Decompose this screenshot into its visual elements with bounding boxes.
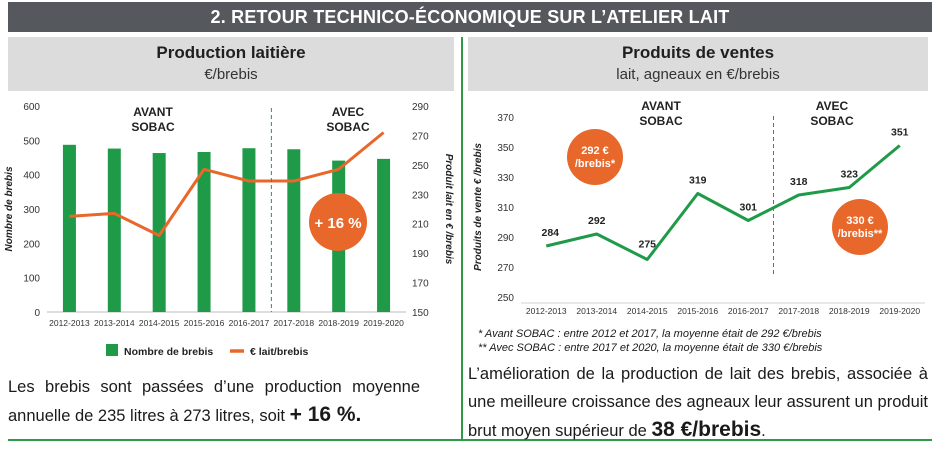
right-summary-highlight: 38 €/brebis (651, 418, 762, 441)
chart2-badge-before (567, 129, 623, 185)
page-banner: 2. RETOUR TECHNICO-ÉCONOMIQUE SUR L’ATEL… (8, 2, 932, 32)
chart2-badge-after-text: /brebis** (838, 228, 883, 240)
chart1-bar (242, 148, 256, 312)
chart2-y-tick: 350 (497, 143, 514, 154)
chart2-data-label: 292 (588, 215, 606, 227)
chart1-badge (309, 193, 367, 251)
chart2-x-tick: 2016-2017 (728, 306, 769, 316)
chart2-x-tick: 2014-2015 (627, 306, 668, 316)
chart1-y2-tick: 190 (412, 249, 429, 260)
chart1-label-avec: SOBAC (326, 120, 370, 134)
chart1-y2-tick: 150 (412, 308, 429, 319)
chart1-badge-text: + 16 % (314, 215, 361, 232)
chart1-x-tick: 2018-2019 (318, 318, 359, 328)
chart1-line (69, 131, 385, 237)
chart1-y2-tick: 290 (412, 102, 429, 113)
chart1-x-tick: 2014-2015 (139, 318, 180, 328)
chart1-y-tick: 400 (23, 171, 40, 182)
chart2-y-tick: 310 (497, 203, 514, 214)
chart1-x-tick: 2012-2013 (49, 318, 90, 328)
chart2-y-tick: 330 (497, 173, 514, 184)
chart2-badge-before-text: /brebis* (575, 158, 616, 170)
chart1-bar (152, 153, 166, 312)
chart2-x-tick: 2015-2016 (677, 306, 718, 316)
right-panel-subtitle: lait, agneaux en €/brebis (616, 66, 780, 83)
right-summary-end: . (761, 422, 766, 440)
chart2-label-avant: SOBAC (639, 114, 683, 128)
chart2-y-tick: 290 (497, 233, 514, 244)
chart1-label-avant: AVANT (133, 105, 173, 119)
right-summary: L’amélioration de la production de lait … (468, 360, 928, 445)
chart1-y-tick: 300 (23, 205, 40, 216)
chart2-x-tick: 2017-2018 (778, 306, 819, 316)
chart1-bar (287, 149, 301, 312)
left-panel-title: Production laitière (156, 43, 306, 62)
left-panel-header: Production laitière €/brebis (8, 37, 454, 91)
chart1-label-avec: AVEC (332, 105, 365, 119)
right-panel-title: Produits de ventes (621, 43, 775, 62)
chart1-y-label: Nombre de brebis (4, 166, 15, 251)
chart1-bar (197, 152, 211, 312)
chart1-x-tick: 2013-2014 (94, 318, 135, 328)
chart1-y2-tick: 170 (412, 279, 429, 290)
chart2-y-tick: 270 (497, 263, 514, 274)
right-panel-header: Produits de ventes lait, agneaux en €/br… (468, 37, 928, 91)
chart1-y2-tick: 270 (412, 131, 429, 142)
left-summary-highlight: + 16 %. (289, 403, 362, 426)
panel-divider (461, 37, 463, 439)
chart2-data-label: 284 (541, 227, 559, 239)
chart2-y-tick: 250 (497, 293, 514, 304)
chart2-data-label: 318 (790, 176, 808, 188)
chart1-bar (62, 144, 76, 312)
chart2-y-label: Produits de vente € /brebis (473, 143, 484, 271)
chart2-x-tick: 2013-2014 (576, 306, 617, 316)
chart1-legend-line: € lait/brebis (250, 346, 309, 358)
chart2-label-avant: AVANT (641, 99, 681, 113)
left-panel-subtitle: €/brebis (204, 66, 258, 83)
chart1-y-tick: 200 (23, 239, 40, 250)
chart2-label-avec: SOBAC (810, 114, 854, 128)
chart2-data-label: 301 (739, 202, 757, 214)
note-avant: * Avant SOBAC : entre 2012 et 2017, la m… (478, 328, 822, 340)
left-summary: Les brebis sont passées d’une production… (8, 373, 420, 430)
chart1-x-tick: 2015-2016 (184, 318, 225, 328)
chart2-badge-after-text: 330 € (846, 215, 874, 227)
chart1-x-tick: 2019-2020 (363, 318, 404, 328)
chart1-x-tick: 2017-2018 (273, 318, 314, 328)
chart1-bar (377, 158, 391, 312)
left-summary-text: Les brebis sont passées d’une production… (8, 378, 420, 425)
chart2-badge-after (832, 199, 888, 255)
chart2-badge-before-text: 292 € (581, 145, 609, 157)
bottom-divider (8, 439, 932, 441)
chart2-data-label: 319 (689, 175, 707, 187)
right-summary-text: L’amélioration de la production de lait … (468, 365, 928, 440)
chart1-y-tick: 500 (23, 136, 40, 147)
chart1-y2-tick: 230 (412, 190, 429, 201)
chart1-y2-label: Produit lait en € /brebis (443, 154, 454, 265)
chart2-x-tick: 2019-2020 (879, 306, 920, 316)
chart1-bar (107, 148, 121, 312)
chart1-y2-tick: 210 (412, 220, 429, 231)
chart2-data-label: 275 (638, 239, 656, 251)
chart1-legend-bars: Nombre de brebis (124, 346, 213, 358)
chart2-line (545, 144, 901, 261)
chart2-x-tick: 2012-2013 (526, 306, 567, 316)
chart2-label-avec: AVEC (816, 99, 849, 113)
chart1-x-tick: 2016-2017 (229, 318, 270, 328)
chart1-y-tick: 100 (23, 274, 40, 285)
chart2-data-label: 351 (891, 127, 909, 139)
chart1-y-tick: 600 (23, 102, 40, 113)
chart1-y-tick: 0 (34, 308, 40, 319)
chart2-y-tick: 370 (497, 113, 514, 124)
chart1-label-avant: SOBAC (131, 120, 175, 134)
chart1-y2-tick: 250 (412, 161, 429, 172)
chart2-x-tick: 2018-2019 (829, 306, 870, 316)
chart2-data-label: 323 (840, 169, 858, 181)
chart1-legend-swatch-bars (106, 344, 118, 356)
note-avec: ** Avec SOBAC : entre 2017 et 2020, la m… (478, 342, 823, 354)
